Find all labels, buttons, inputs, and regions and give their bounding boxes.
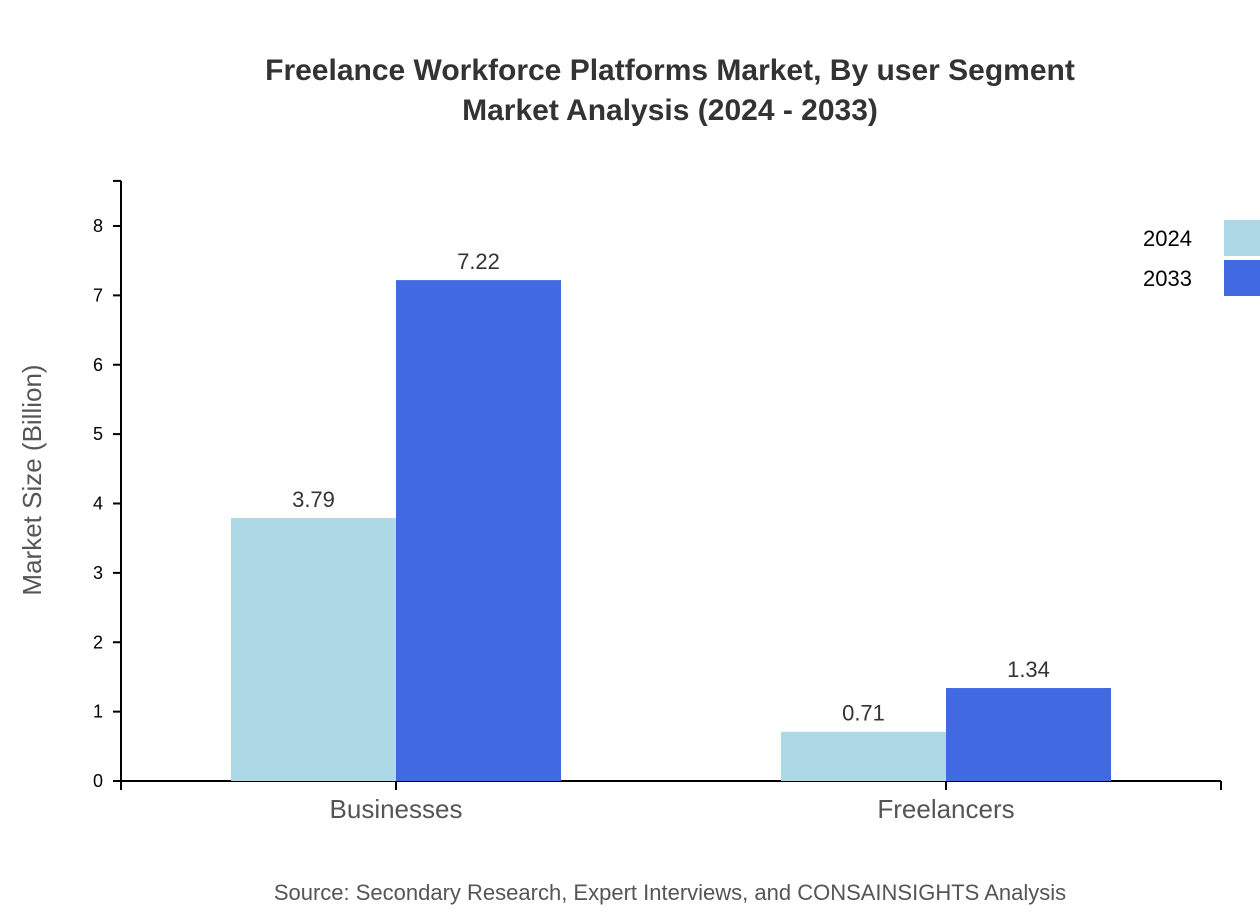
legend-label-2024: 2024 — [1143, 226, 1192, 251]
y-tick-label: 1 — [93, 702, 103, 722]
data-label: 7.22 — [457, 249, 500, 274]
bar-2033-businesses — [396, 280, 561, 781]
x-tick-label: Businesses — [330, 794, 463, 824]
legend: 2024 2033 — [1143, 220, 1260, 296]
source-note: Source: Secondary Research, Expert Inter… — [274, 880, 1066, 905]
chart-subtitle: Market Analysis (2024 - 2033) — [462, 94, 878, 127]
y-tick-label: 2 — [93, 632, 103, 652]
data-label: 0.71 — [842, 701, 885, 726]
y-tick-label: 4 — [93, 494, 103, 514]
legend-label-2033: 2033 — [1143, 266, 1192, 291]
y-tick-label: 3 — [93, 563, 103, 583]
y-tick-label: 7 — [93, 285, 103, 305]
plot-area: 0 1 2 3 4 5 6 7 8 Businesses 3.79 7.22 Freelancers 0.… — [93, 179, 1222, 824]
data-label: 3.79 — [292, 487, 335, 512]
y-tick-label: 0 — [93, 771, 103, 791]
legend-swatch-2024 — [1224, 220, 1260, 256]
y-axis-label: Market Size (Billion) — [17, 364, 47, 595]
y-tick-label: 8 — [93, 216, 103, 236]
chart-title: Freelance Workforce Platforms Market, By… — [265, 54, 1075, 87]
bar-2033-freelancers — [946, 688, 1111, 781]
y-tick-label: 5 — [93, 424, 103, 444]
legend-swatch-2033 — [1224, 260, 1260, 296]
y-tick-label: 6 — [93, 355, 103, 375]
bar-2024-businesses — [231, 518, 396, 781]
x-tick-label: Freelancers — [877, 794, 1014, 824]
data-label: 1.34 — [1007, 657, 1050, 682]
bar-2024-freelancers — [781, 731, 946, 781]
